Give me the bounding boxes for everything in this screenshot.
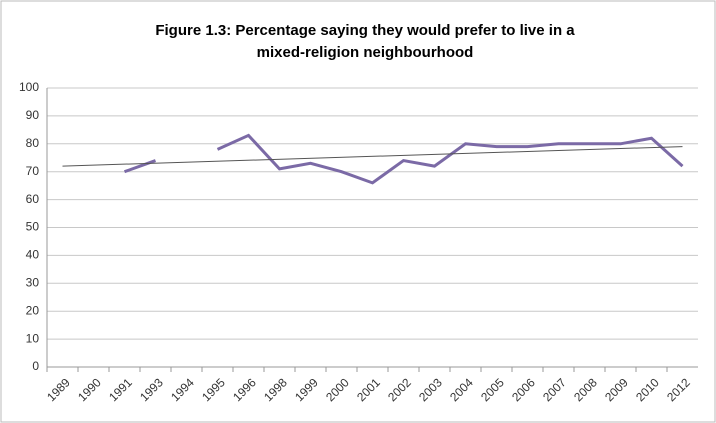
y-tick-label: 0: [32, 359, 39, 373]
y-tick-label: 70: [26, 164, 40, 178]
y-tick-label: 80: [26, 136, 40, 150]
y-tick-label: 40: [26, 248, 40, 262]
y-tick-label: 50: [26, 220, 40, 234]
y-tick-label: 100: [19, 80, 39, 94]
y-tick-label: 10: [26, 331, 40, 345]
data-line: [123, 133, 684, 185]
y-tick-label: 60: [26, 192, 40, 206]
y-tick-label: 90: [26, 108, 40, 122]
trend-line: [62, 146, 683, 167]
chart-title: Figure 1.3: Percentage saying they would…: [155, 22, 575, 61]
y-tick-label: 20: [26, 303, 40, 317]
y-tick-label: 30: [26, 275, 40, 289]
